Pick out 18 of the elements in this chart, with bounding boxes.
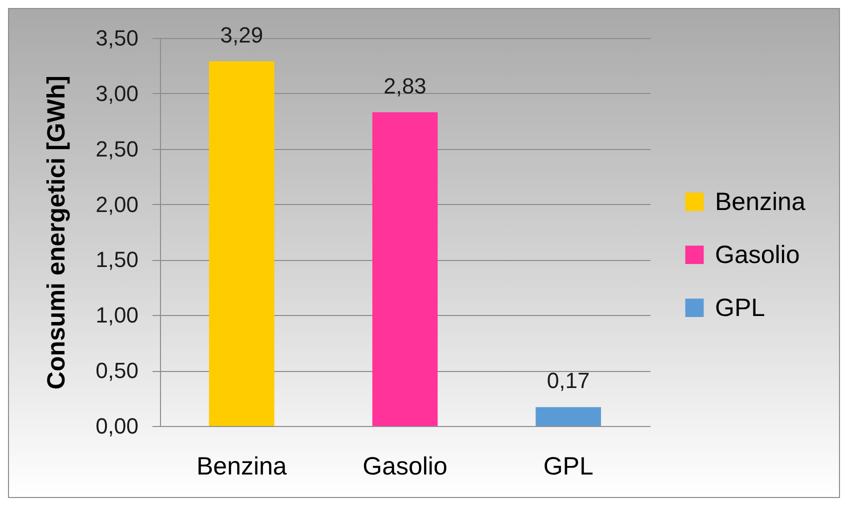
legend-label: Benzina (715, 188, 806, 216)
x-tick-label: Benzina (196, 452, 287, 480)
y-tick-label: 3,00 (96, 80, 138, 106)
y-tick-label: 2,00 (96, 192, 138, 217)
x-tick-label: Gasolio (362, 452, 448, 480)
y-tick-label: 2,50 (96, 136, 138, 162)
y-tick-label: 0,00 (96, 414, 138, 438)
y-tick-label: 1,50 (96, 247, 138, 272)
data-label: 3,29 (220, 22, 264, 48)
data-label: 2,83 (384, 73, 426, 98)
x-tick-label: GPL (543, 452, 594, 480)
y-tick-label: 1,00 (96, 302, 138, 328)
y-axis-title: Consumi energetici [GWh] (42, 76, 71, 390)
data-label: 0,17 (546, 368, 590, 394)
y-tick-label: 3,50 (96, 26, 138, 50)
legend-label: GPL (715, 294, 766, 322)
legend-label: Gasolio (715, 240, 800, 269)
y-tick-label: 0,50 (96, 358, 138, 384)
